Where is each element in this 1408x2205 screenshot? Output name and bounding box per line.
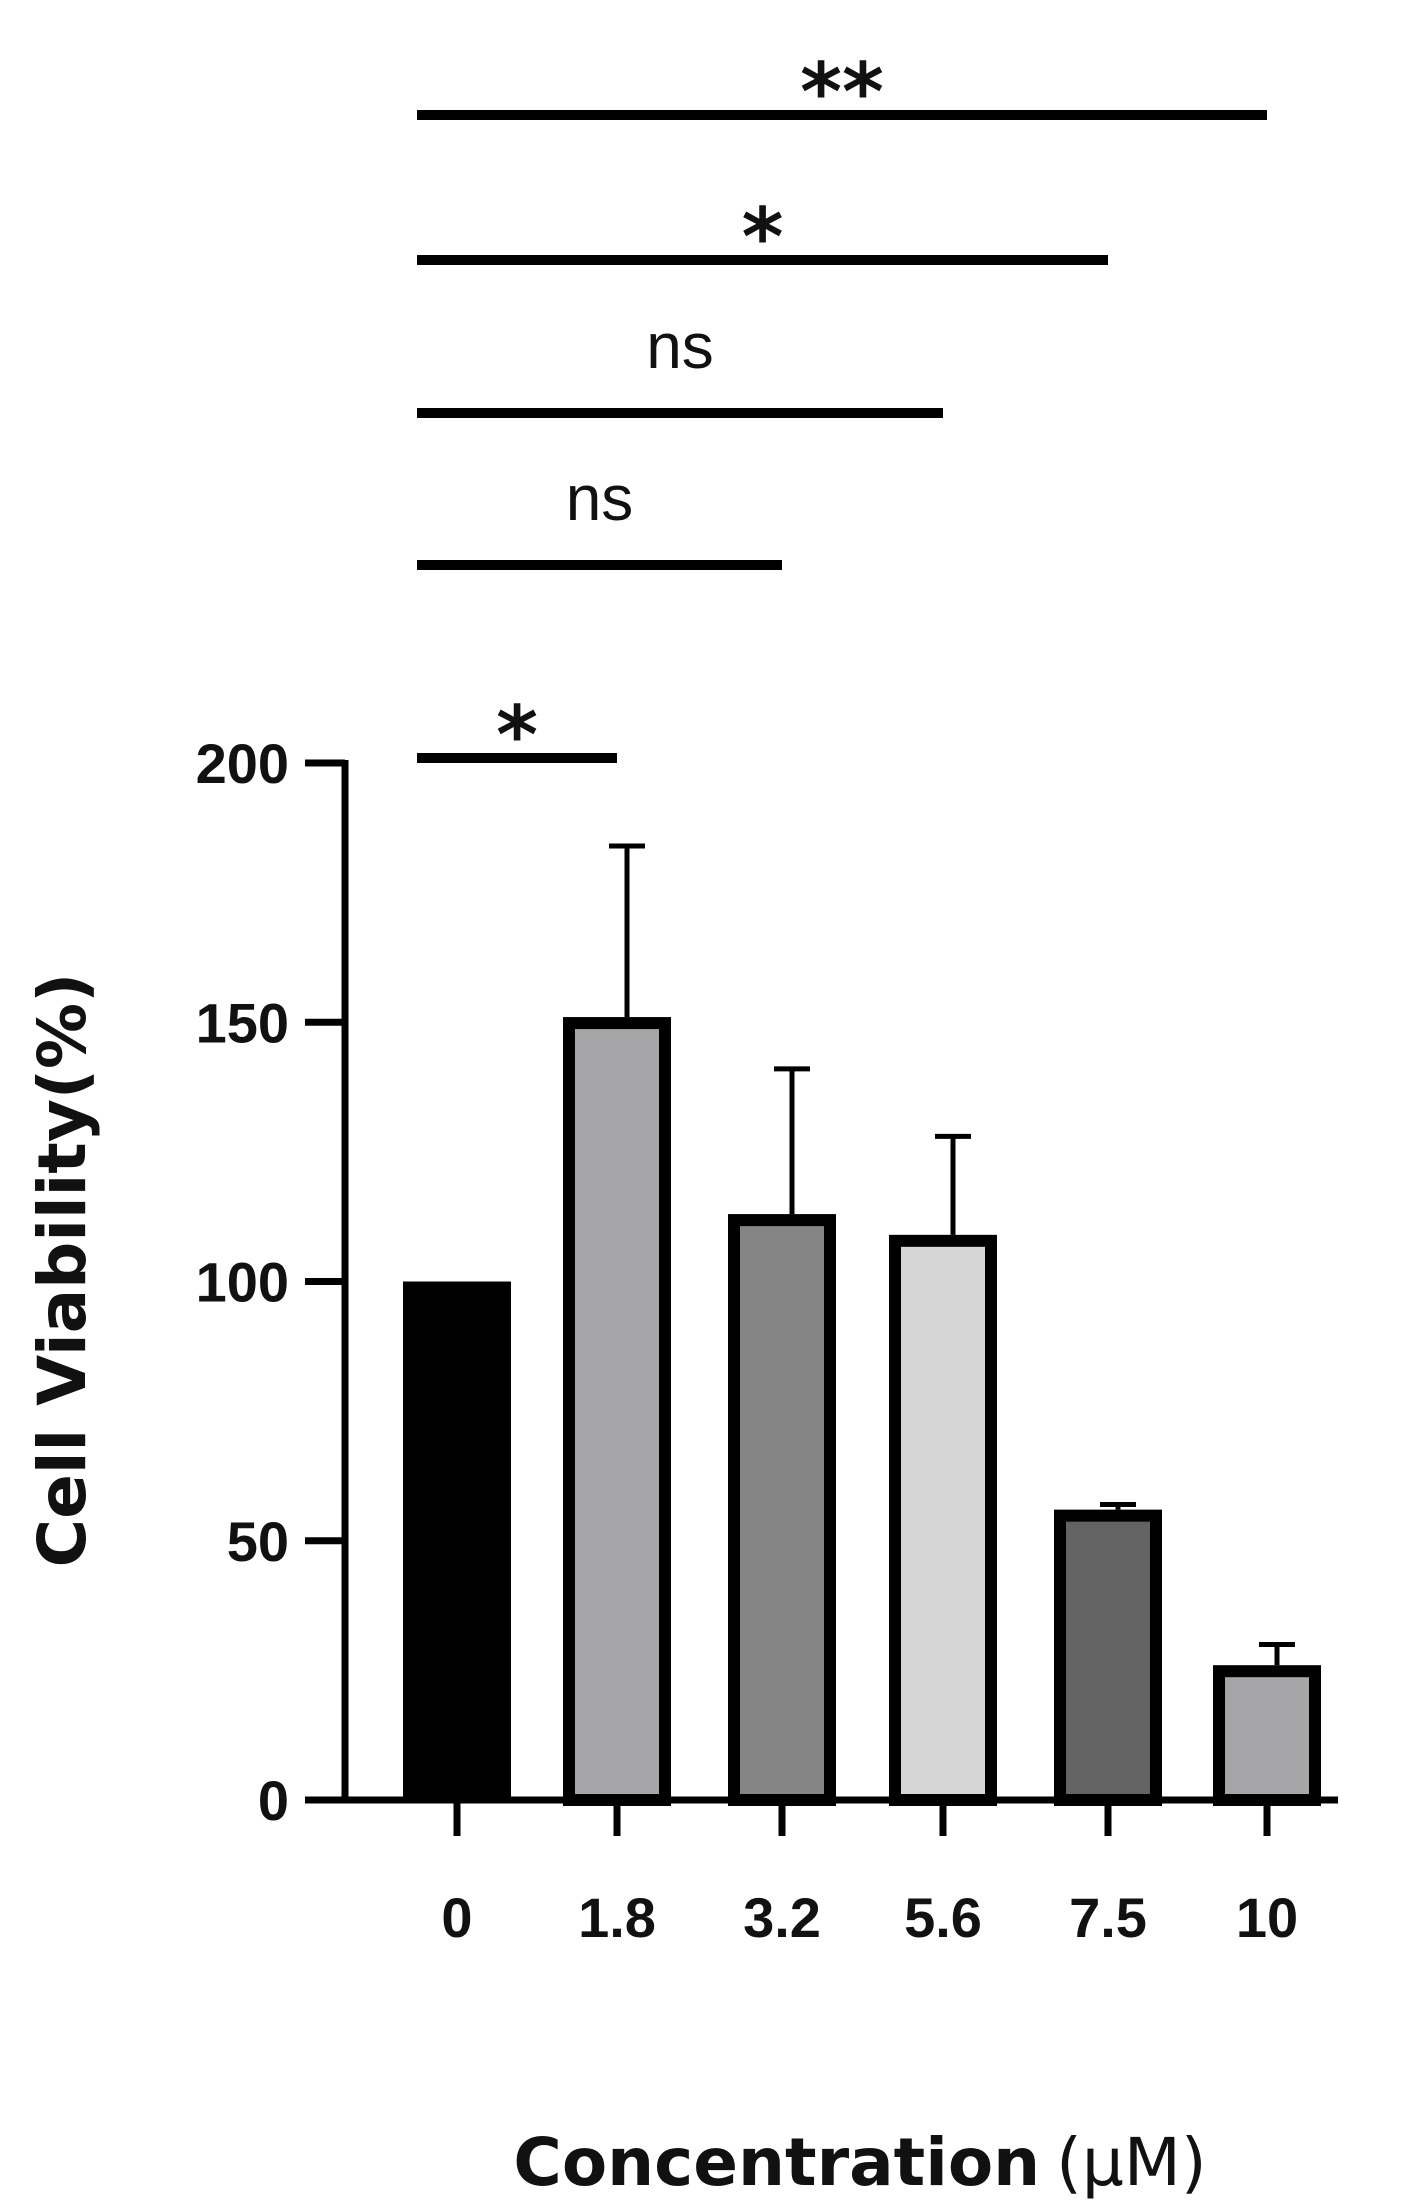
x-tick-label-5.6: 5.6 <box>904 1886 982 1949</box>
x-tick-label-3.2: 3.2 <box>743 1886 821 1949</box>
x-axis-title-label: Concentration <box>513 2124 1040 2201</box>
y-tick-label-200: 200 <box>196 732 289 795</box>
y-tick-label-0: 0 <box>258 1769 289 1832</box>
bar-0 <box>403 1281 511 1800</box>
bar-3.2 <box>728 1214 836 1806</box>
bar-1.8 <box>563 1017 671 1806</box>
significance-label-7.5: * <box>742 191 784 284</box>
error-bars-layer <box>609 843 1295 1666</box>
significance-label-1.8: * <box>496 689 538 782</box>
significance-label-3.2: ns <box>566 462 634 534</box>
bars-layer <box>403 1017 1321 1806</box>
bar-10 <box>1213 1665 1321 1806</box>
y-tick-label-150: 150 <box>196 991 289 1054</box>
bar-5.6 <box>889 1234 997 1806</box>
bar-7.5 <box>1054 1509 1162 1806</box>
x-tick-label-0: 0 <box>441 1886 472 1949</box>
x-axis-unit: (μM) <box>1056 2124 1206 2201</box>
x-axis-title: Concentration (μM) <box>513 2124 1206 2201</box>
x-tick-label-7.5: 7.5 <box>1069 1886 1147 1949</box>
significance-label-10: ** <box>800 46 884 139</box>
axes-layer: 0 50 100 150 200 0 1.8 3.2 5.6 7.5 10 <box>196 732 1338 1949</box>
significance-label-5.6: ns <box>646 310 714 382</box>
y-tick-label-50: 50 <box>227 1510 289 1573</box>
y-axis-title: Cell Viability(%) <box>24 973 101 1568</box>
x-tick-label-10: 10 <box>1236 1886 1298 1949</box>
y-tick-label-100: 100 <box>196 1251 289 1314</box>
x-tick-label-1.8: 1.8 <box>578 1886 656 1949</box>
